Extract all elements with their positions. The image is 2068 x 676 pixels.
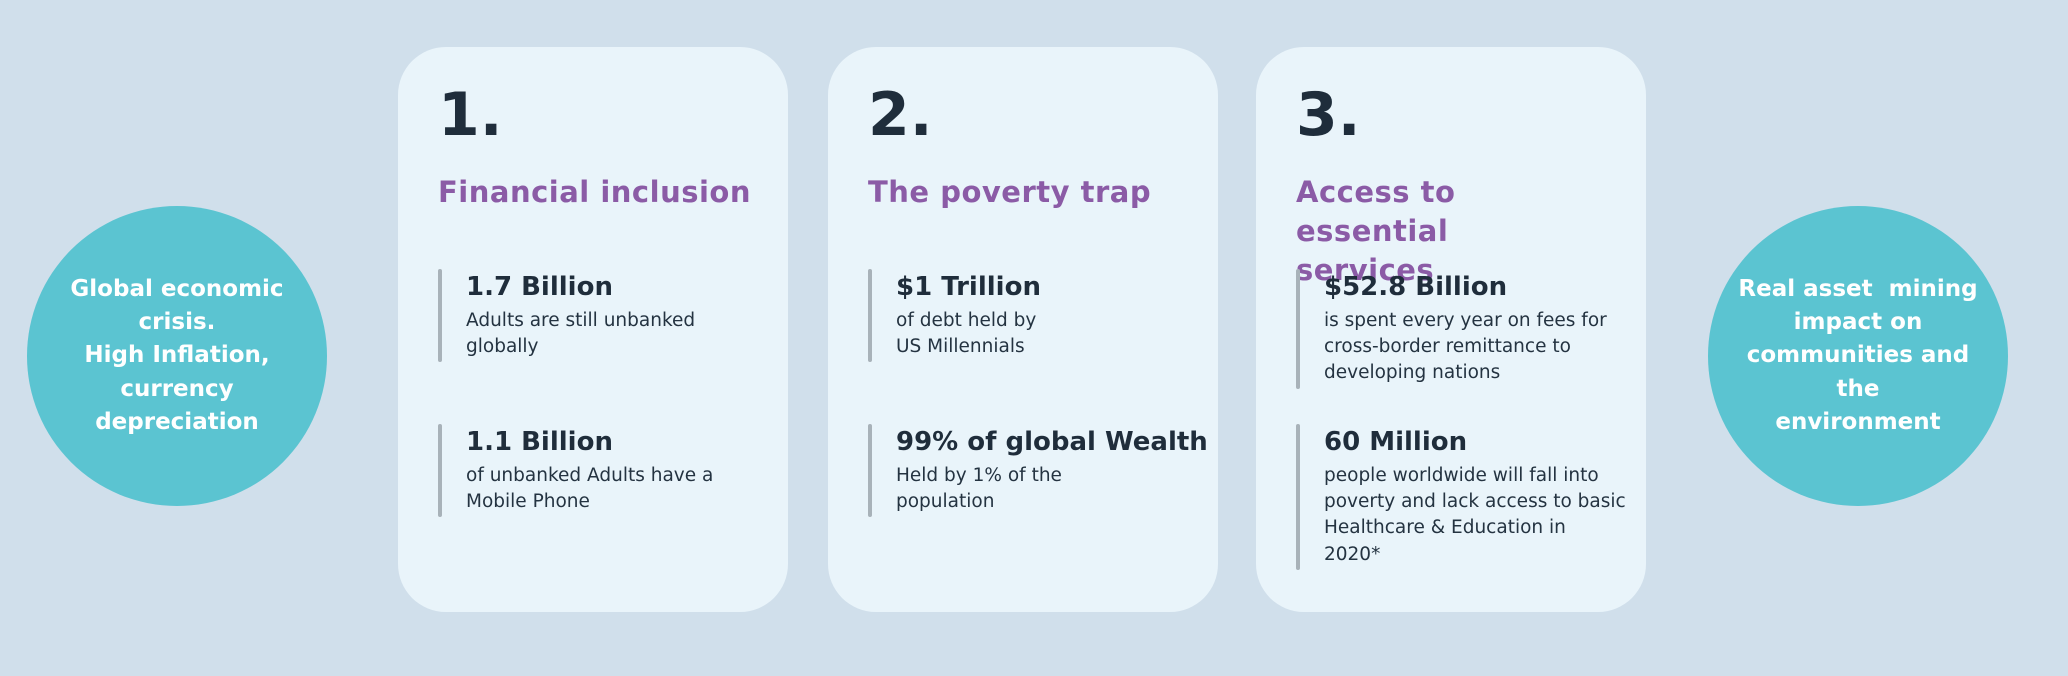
stat-description: of debt held by US Millennials [896,309,1037,358]
stat-description: Adults are still unbanked globally [466,309,696,358]
stat-value: 1.7 Billion [466,272,613,302]
stat-block: 60 Million people worldwide will fall in… [1296,424,1626,570]
card-title: The poverty trap [868,175,1152,209]
stat-description: people worldwide will fall into poverty … [1324,464,1626,565]
stat-description: is spent every year on fees for cross-bo… [1324,309,1607,384]
stat-divider-bar [868,424,872,518]
right-topic-circle: Real asset mining impact on communities … [1708,206,2008,506]
stat-block: $52.8 Billion is spent every year on fee… [1296,269,1626,389]
card-number: 3. [1296,80,1361,150]
stat-value: 99% of global Wealth [896,427,1208,457]
card-number: 1. [438,80,503,150]
card-financial-inclusion: 1. Financial inclusion 1.7 Billion Adult… [398,47,788,612]
stat-description: of unbanked Adults have a Mobile Phone [466,464,714,513]
stat-divider-bar [1296,269,1300,389]
right-circle-text: Real asset mining impact on communities … [1738,275,1978,436]
stat-value: 1.1 Billion [466,427,613,457]
card-poverty-trap: 2. The poverty trap $1 Trillion of debt … [828,47,1218,612]
left-topic-circle: Global economic crisis. High Inflation, … [27,206,327,506]
stat-divider-bar [868,269,872,363]
stat-divider-bar [1296,424,1300,570]
left-circle-text: Global economic crisis. High Inflation, … [70,275,284,436]
stat-divider-bar [438,424,442,518]
stat-description: Held by 1% of the population [896,464,1062,513]
card-access-essential-services: 3. Access to essential services $52.8 Bi… [1256,47,1646,612]
stat-value: $1 Trillion [896,272,1041,302]
card-title: Access to essential services [1296,175,1456,288]
stat-value: $52.8 Billion [1324,272,1508,302]
stat-divider-bar [438,269,442,363]
stat-block: 99% of global Wealth Held by 1% of the p… [868,424,1208,518]
card-title: Financial inclusion [438,175,751,209]
stat-block: $1 Trillion of debt held by US Millennia… [868,269,1198,363]
stat-value: 60 Million [1324,427,1468,457]
card-number: 2. [868,80,933,150]
stat-block: 1.1 Billion of unbanked Adults have a Mo… [438,424,768,518]
stat-block: 1.7 Billion Adults are still unbanked gl… [438,269,768,363]
